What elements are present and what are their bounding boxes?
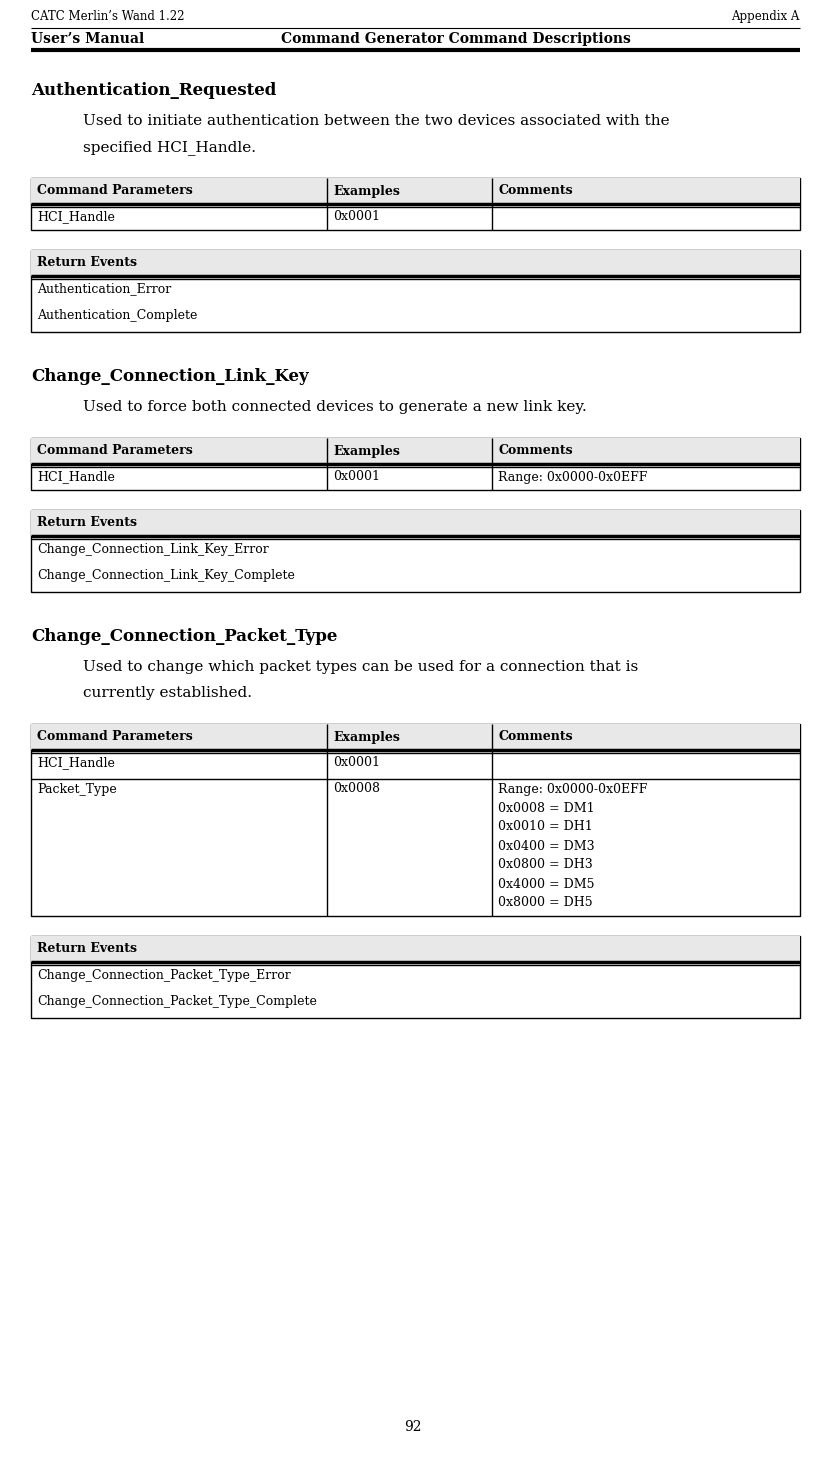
Bar <box>31 438 800 464</box>
Text: Change_Connection_Link_Key_Error: Change_Connection_Link_Key_Error <box>37 542 269 555</box>
Text: Examples: Examples <box>333 185 400 198</box>
Text: User’s Manual: User’s Manual <box>31 32 145 45</box>
Bar <box>31 510 800 536</box>
Text: HCI_Handle: HCI_Handle <box>37 756 116 769</box>
Bar <box>31 179 800 230</box>
Text: Used to force both connected devices to generate a new link key.: Used to force both connected devices to … <box>83 400 587 415</box>
Text: Used to change which packet types can be used for a connection that is: Used to change which packet types can be… <box>83 661 638 674</box>
Text: 0x0001: 0x0001 <box>333 470 380 483</box>
Text: 0x0001: 0x0001 <box>333 756 380 769</box>
Text: Change_Connection_Packet_Type: Change_Connection_Packet_Type <box>31 628 338 645</box>
Text: Return Events: Return Events <box>37 256 137 270</box>
Text: Change_Connection_Packet_Type_Complete: Change_Connection_Packet_Type_Complete <box>37 995 317 1008</box>
Bar <box>31 724 800 916</box>
Text: Examples: Examples <box>333 444 400 457</box>
Text: Authentication_Error: Authentication_Error <box>37 283 172 296</box>
Bar <box>31 936 800 963</box>
Bar <box>31 510 800 592</box>
Text: CATC Merlin’s Wand 1.22: CATC Merlin’s Wand 1.22 <box>31 10 185 23</box>
Text: HCI_Handle: HCI_Handle <box>37 470 116 483</box>
Text: Return Events: Return Events <box>37 517 137 529</box>
Text: Command Parameters: Command Parameters <box>37 731 193 744</box>
Text: Comments: Comments <box>498 731 573 744</box>
Bar <box>31 179 800 204</box>
Text: Comments: Comments <box>498 444 573 457</box>
Text: Appendix A: Appendix A <box>731 10 800 23</box>
Text: Examples: Examples <box>333 731 400 744</box>
Text: Command Parameters: Command Parameters <box>37 444 193 457</box>
Text: currently established.: currently established. <box>83 686 253 700</box>
Text: specified HCI_Handle.: specified HCI_Handle. <box>83 141 256 155</box>
Text: Authentication_Complete: Authentication_Complete <box>37 309 197 321</box>
Bar <box>31 438 800 489</box>
Text: Range: 0x0000-0x0EFF
0x0008 = DM1
0x0010 = DH1
0x0400 = DM3
0x0800 = DH3
0x4000 : Range: 0x0000-0x0EFF 0x0008 = DM1 0x0010… <box>498 782 648 910</box>
Text: Change_Connection_Link_Key: Change_Connection_Link_Key <box>31 368 309 385</box>
Text: Command Parameters: Command Parameters <box>37 185 193 198</box>
Bar <box>31 251 800 275</box>
Bar <box>31 936 800 1018</box>
Text: Packet_Type: Packet_Type <box>37 782 117 795</box>
Bar <box>31 251 800 333</box>
Text: 92: 92 <box>404 1420 422 1434</box>
Text: 0x0001: 0x0001 <box>333 211 380 224</box>
Text: Used to initiate authentication between the two devices associated with the: Used to initiate authentication between … <box>83 114 670 127</box>
Text: HCI_Handle: HCI_Handle <box>37 211 116 224</box>
Text: Change_Connection_Packet_Type_Error: Change_Connection_Packet_Type_Error <box>37 968 291 982</box>
Text: Comments: Comments <box>498 185 573 198</box>
Text: Return Events: Return Events <box>37 942 137 955</box>
Text: 0x0008: 0x0008 <box>333 782 380 795</box>
Text: Authentication_Requested: Authentication_Requested <box>31 82 277 100</box>
Text: Range: 0x0000-0x0EFF: Range: 0x0000-0x0EFF <box>498 470 648 483</box>
Bar <box>31 724 800 750</box>
Text: Change_Connection_Link_Key_Complete: Change_Connection_Link_Key_Complete <box>37 568 295 582</box>
Text: Command Generator Command Descriptions: Command Generator Command Descriptions <box>281 32 630 45</box>
